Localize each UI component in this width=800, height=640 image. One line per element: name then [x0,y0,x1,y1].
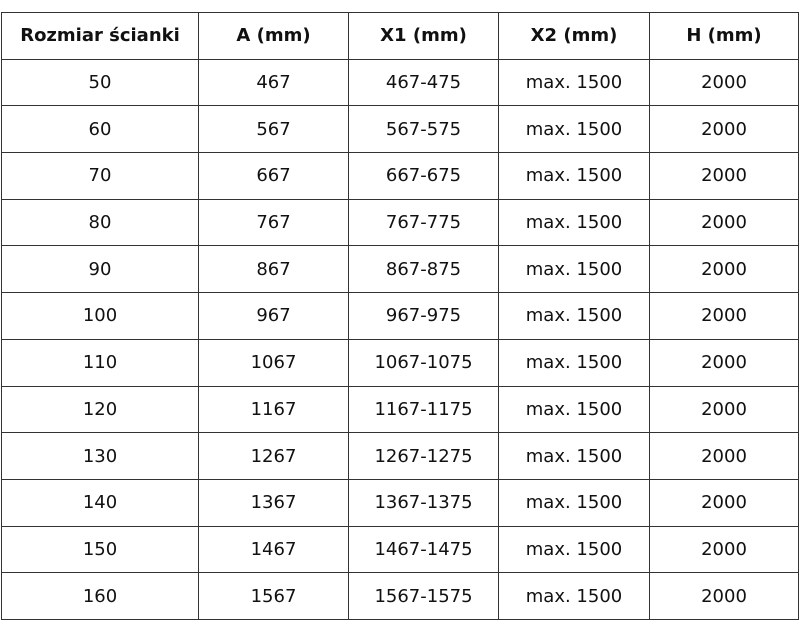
cell-h: 2000 [649,525,799,574]
cell-h: 2000 [649,245,799,294]
cell-size: 130 [1,432,199,480]
cell-x2: max. 1500 [498,385,650,434]
cell-h: 2000 [649,292,799,340]
cell-a: 767 [198,198,349,247]
table-row: 160 1567 1567-1575 max. 1500 2000 [1,572,799,620]
header-size: Rozmiar ścianki [1,12,199,60]
cell-x2: max. 1500 [498,432,650,480]
cell-a: 667 [198,152,349,200]
cell-h: 2000 [649,58,799,107]
cell-size: 110 [1,338,199,387]
cell-x1: 867-875 [348,245,499,294]
cell-size: 90 [1,245,199,294]
cell-h: 2000 [649,152,799,200]
cell-x1: 1467-1475 [348,525,499,574]
cell-size: 160 [1,572,199,620]
cell-x2: max. 1500 [498,245,650,294]
cell-x2: max. 1500 [498,338,650,387]
table-row: 50 467 467-475 max. 1500 2000 [1,58,799,107]
table-row: 80 767 767-775 max. 1500 2000 [1,198,799,247]
cell-x1: 967-975 [348,292,499,340]
cell-x1: 1067-1075 [348,338,499,387]
table-row: 70 667 667-675 max. 1500 2000 [1,152,799,200]
table-row: 90 867 867-875 max. 1500 2000 [1,245,799,294]
header-a: A (mm) [198,12,349,60]
cell-x2: max. 1500 [498,198,650,247]
cell-x1: 1167-1175 [348,385,499,434]
table-row: 60 567 567-575 max. 1500 2000 [1,105,799,154]
header-row: Rozmiar ścianki A (mm) X1 (mm) X2 (mm) H… [1,12,799,60]
cell-h: 2000 [649,338,799,387]
cell-a: 467 [198,58,349,107]
cell-a: 1167 [198,385,349,434]
cell-x1: 567-575 [348,105,499,154]
cell-size: 150 [1,525,199,574]
cell-x1: 1367-1375 [348,478,499,527]
cell-a: 567 [198,105,349,154]
cell-x2: max. 1500 [498,525,650,574]
cell-a: 1367 [198,478,349,527]
cell-x1: 767-775 [348,198,499,247]
table-row: 100 967 967-975 max. 1500 2000 [1,292,799,340]
cell-a: 1067 [198,338,349,387]
cell-x2: max. 1500 [498,292,650,340]
cell-a: 1267 [198,432,349,480]
cell-size: 70 [1,152,199,200]
cell-h: 2000 [649,572,799,620]
table-row: 150 1467 1467-1475 max. 1500 2000 [1,525,799,574]
header-h: H (mm) [649,12,799,60]
cell-a: 1567 [198,572,349,620]
cell-h: 2000 [649,432,799,480]
cell-x2: max. 1500 [498,58,650,107]
table-row: 110 1067 1067-1075 max. 1500 2000 [1,338,799,387]
cell-x1: 467-475 [348,58,499,107]
table-row: 130 1267 1267-1275 max. 1500 2000 [1,432,799,480]
cell-a: 867 [198,245,349,294]
cell-x2: max. 1500 [498,478,650,527]
cell-size: 50 [1,58,199,107]
header-x1: X1 (mm) [348,12,499,60]
cell-size: 60 [1,105,199,154]
header-x2: X2 (mm) [498,12,650,60]
cell-h: 2000 [649,478,799,527]
table-row: 120 1167 1167-1175 max. 1500 2000 [1,385,799,434]
cell-x2: max. 1500 [498,105,650,154]
cell-x1: 1267-1275 [348,432,499,480]
cell-x1: 667-675 [348,152,499,200]
cell-size: 120 [1,385,199,434]
cell-size: 80 [1,198,199,247]
cell-h: 2000 [649,385,799,434]
cell-size: 100 [1,292,199,340]
cell-h: 2000 [649,105,799,154]
table-row: 140 1367 1367-1375 max. 1500 2000 [1,478,799,527]
cell-h: 2000 [649,198,799,247]
dimensions-table: Rozmiar ścianki A (mm) X1 (mm) X2 (mm) H… [1,12,799,620]
cell-x2: max. 1500 [498,572,650,620]
cell-size: 140 [1,478,199,527]
cell-x1: 1567-1575 [348,572,499,620]
cell-a: 967 [198,292,349,340]
cell-a: 1467 [198,525,349,574]
cell-x2: max. 1500 [498,152,650,200]
